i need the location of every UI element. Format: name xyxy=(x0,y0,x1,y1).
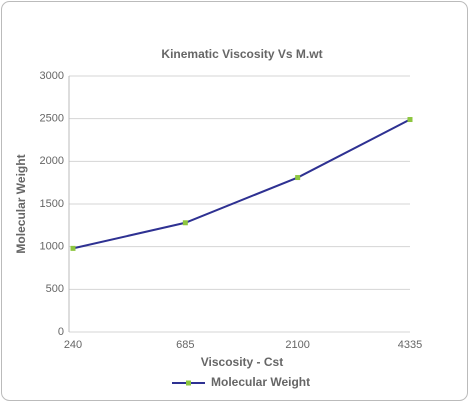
marker xyxy=(70,245,76,251)
line xyxy=(72,118,411,250)
x-tick-label: 2100 xyxy=(285,339,309,351)
y-tick-label: 1000 xyxy=(40,241,64,253)
chart-title: Kinematic Viscosity Vs M.wt xyxy=(161,47,322,61)
marker xyxy=(407,117,413,123)
x-tick-label: 4335 xyxy=(398,339,422,351)
marker xyxy=(182,220,188,226)
y-tick-label: 0 xyxy=(58,326,64,338)
y-tick-label: 2500 xyxy=(40,113,64,125)
x-tick-label: 685 xyxy=(176,339,194,351)
x-tick-label: 240 xyxy=(64,339,82,351)
y-tick-label: 2000 xyxy=(40,155,64,167)
x-axis-title: Viscosity - Cst xyxy=(201,355,283,369)
marker xyxy=(295,175,301,181)
y-tick-label: 3000 xyxy=(40,70,64,82)
y-tick-label: 1500 xyxy=(40,198,64,210)
legend-marker xyxy=(186,380,191,386)
legend-label: Molecular Weight xyxy=(211,375,310,389)
chart-frame xyxy=(1,1,468,401)
y-axis-title: Molecular Weight xyxy=(14,154,28,253)
y-tick-label: 500 xyxy=(46,283,64,295)
